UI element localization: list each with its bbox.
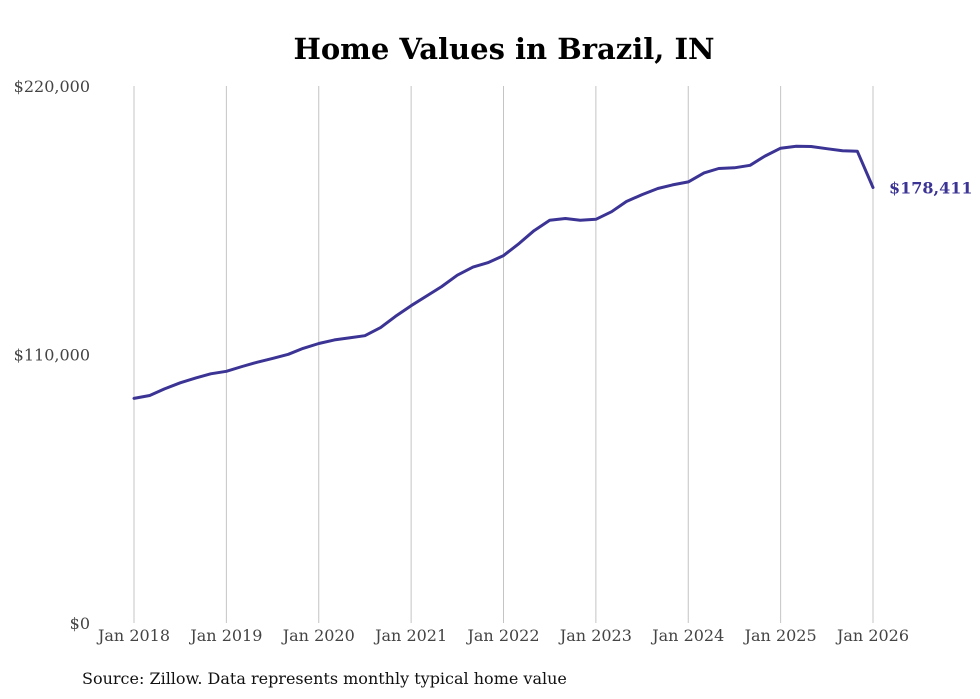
x-tick-label: Jan 2025 [743, 626, 817, 645]
x-tick-label: Jan 2020 [281, 626, 355, 645]
latest-value-label: $178,411 [889, 179, 973, 198]
y-tick-label: $0 [70, 614, 90, 633]
x-tick-label: Jan 2023 [558, 626, 632, 645]
x-tick-label: Jan 2021 [373, 626, 447, 645]
x-tick-label: Jan 2018 [96, 626, 170, 645]
y-axis-ticks: $0 $110,000 $220,000 [14, 77, 90, 633]
gridlines [133, 86, 874, 623]
y-tick-label: $220,000 [14, 77, 90, 96]
x-tick-label: Jan 2024 [650, 626, 724, 645]
y-tick-label: $110,000 [14, 346, 90, 365]
x-tick-label: Jan 2019 [188, 626, 262, 645]
home-value-series-line [132, 144, 875, 400]
source-note: Source: Zillow. Data represents monthly … [82, 669, 567, 688]
x-tick-label: Jan 2022 [465, 626, 539, 645]
x-tick-label: Jan 2026 [835, 626, 909, 645]
x-axis-ticks: Jan 2018 Jan 2019 Jan 2020 Jan 2021 Jan 2022… [96, 626, 909, 645]
chart-title: Home Values in Brazil, IN [293, 32, 714, 66]
